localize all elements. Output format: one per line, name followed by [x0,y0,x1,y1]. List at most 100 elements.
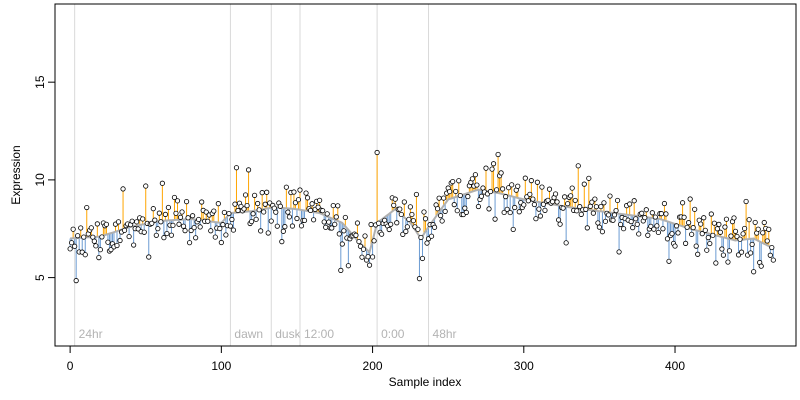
data-point [217,225,223,232]
data-point [259,190,265,196]
data-point [707,240,713,247]
data-point [394,220,400,226]
data-point [215,201,221,207]
data-point [235,207,241,214]
data-point [581,181,587,187]
data-point [404,224,410,230]
data-point [81,234,87,240]
marker-label: 12:00 [304,327,334,341]
data-point [250,211,256,217]
data-point [465,193,471,200]
data-point [478,193,485,199]
data-point [574,208,580,214]
data-point [165,204,172,211]
data-point [489,166,495,172]
marker-label: 48hr [433,327,457,341]
data-point [681,214,687,220]
data-point [292,200,299,206]
data-point [530,196,536,202]
data-point [93,243,99,249]
data-point [708,211,714,217]
data-point [326,219,332,225]
data-point [188,227,194,234]
x-axis-title: Sample index [389,375,462,389]
data-point [410,218,417,224]
data-point [560,205,566,211]
data-point [642,215,648,221]
data-point [456,178,462,184]
data-point [572,197,578,204]
data-point [717,229,723,235]
data-point [578,211,584,217]
data-point [279,239,285,245]
data-point [323,224,329,230]
data-point [156,210,162,216]
data-point [568,193,574,199]
data-point [84,204,90,211]
data-point [70,226,76,232]
data-point [180,223,187,229]
data-point [486,206,492,212]
data-point [686,220,692,226]
data-point [654,223,660,229]
data-point [616,249,622,255]
data-point [758,263,764,269]
data-point [324,211,330,217]
data-point [504,206,510,212]
x-tick-label: 0 [67,359,74,373]
data-point [542,207,548,213]
data-point [630,225,636,231]
data-point [82,252,88,258]
data-point [196,216,202,223]
data-point [386,226,392,233]
data-point [749,241,755,248]
data-point [69,240,75,246]
y-axis-title: Expression [9,145,23,204]
x-axis: 0 100 200 300 400 [67,345,685,373]
data-point [418,234,424,241]
data-point [515,183,521,189]
data-point [693,243,699,249]
data-point [283,184,289,190]
data-point [726,248,733,254]
data-point [185,215,191,221]
data-point [436,195,442,201]
data-point [232,201,238,207]
data-point [740,231,746,237]
data-point [211,208,217,214]
data-point [158,219,164,225]
data-point [575,163,581,169]
data-point [152,217,158,223]
data-point [391,202,397,208]
data-point [546,186,553,192]
data-point [419,255,426,262]
data-point [516,209,522,215]
data-point [264,189,270,195]
data-point [345,263,351,269]
data-point [332,221,338,227]
marker-label: dawn [234,327,263,341]
data-point [115,219,122,225]
data-point [583,206,589,212]
data-point [627,201,633,207]
data-point [737,236,743,242]
data-point [555,217,562,223]
data-point [96,255,102,261]
data-point [72,243,78,249]
data-point [78,225,84,231]
data-point [153,232,159,238]
data-point [732,228,739,234]
x-tick-label: 300 [514,359,534,373]
data-point [339,241,345,247]
data-point [374,149,380,156]
data-point [220,222,226,228]
data-point [770,257,776,263]
data-point [569,185,575,191]
data-point [652,214,658,220]
data-point [164,230,170,237]
data-point [121,227,128,233]
data-point [406,216,412,222]
data-point [472,172,479,178]
data-point [684,224,690,230]
data-point [595,220,601,226]
